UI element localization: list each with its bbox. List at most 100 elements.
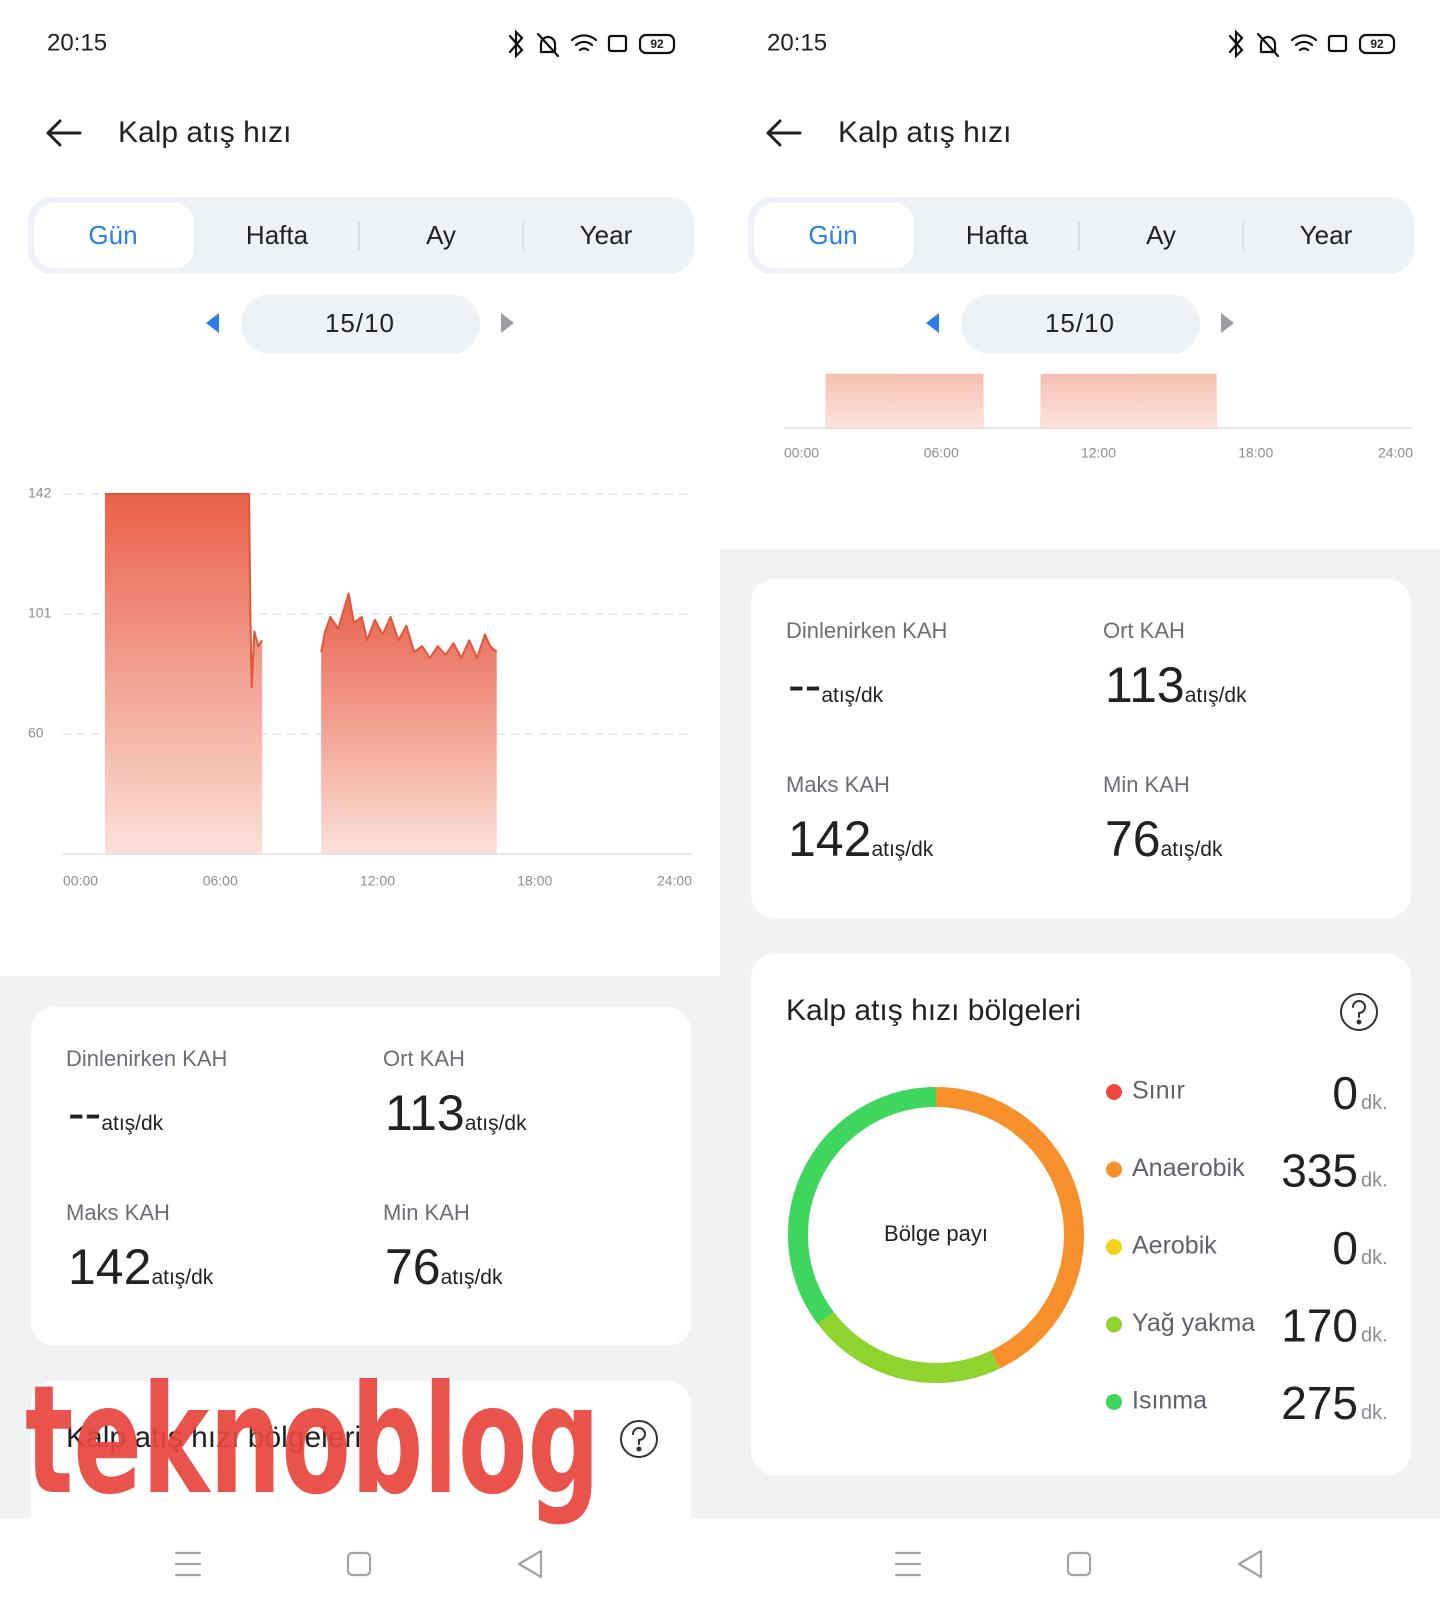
stat-value: 76atış/dk [1105, 811, 1223, 867]
tab[interactable]: Ay [426, 220, 456, 250]
help-circle [1340, 993, 1378, 1031]
date-pill [241, 294, 480, 354]
prev-date[interactable] [206, 313, 219, 333]
wifi-icon [1290, 34, 1318, 52]
stat-label: Maks KAH [66, 1200, 170, 1225]
status-time: 20:15 [767, 29, 827, 56]
nav-back[interactable] [1237, 1549, 1263, 1579]
tab-bar [28, 197, 694, 274]
tab[interactable]: Gün [808, 220, 857, 250]
tab-selected [754, 203, 914, 268]
stat-label: Ort KAH [1103, 618, 1185, 643]
zone-unit: dk. [1361, 1170, 1388, 1192]
stat-number: 76 [385, 1239, 441, 1295]
help-glyph [1352, 1000, 1366, 1018]
nav-menu[interactable] [894, 1551, 922, 1577]
x-tick-label: 12:00 [1081, 445, 1116, 461]
prev-date[interactable] [926, 313, 939, 333]
x-tick-label: 00:00 [784, 445, 819, 461]
mute-icon [536, 32, 560, 58]
zone-dot [1106, 1161, 1122, 1178]
top-panel [720, 0, 1440, 549]
stat-value: 142atış/dk [68, 1239, 214, 1295]
zones-title: Kalp atış hızı bölgeleri [66, 1421, 361, 1454]
tab[interactable]: Gün [88, 220, 137, 250]
sim-icon [1327, 34, 1348, 53]
zone-name: Aerobik [1132, 1232, 1217, 1260]
x-tick-label: 18:00 [517, 873, 552, 889]
stat-value: 142atış/dk [788, 811, 934, 867]
tab-selected [34, 203, 194, 268]
area-fill [104, 494, 263, 854]
zone-value: 335 [1281, 1145, 1358, 1197]
stat-value: --atış/dk [788, 657, 884, 713]
stat-number: 142 [68, 1239, 151, 1295]
zone-dot [1106, 1394, 1122, 1410]
stat-number: 142 [788, 811, 871, 867]
x-tick-label: 06:00 [924, 445, 959, 461]
stat-value: 76atış/dk [385, 1239, 503, 1295]
battery-level: 92 [1370, 37, 1384, 51]
nav-bar [0, 1518, 720, 1600]
range-bar [825, 373, 984, 429]
nav-home[interactable] [1066, 1551, 1092, 1577]
help-dot [1356, 1019, 1362, 1025]
tab[interactable]: Hafta [246, 220, 309, 250]
battery-outline [1358, 33, 1396, 55]
help-button[interactable] [1340, 993, 1378, 1031]
date-label: 15/10 [325, 308, 395, 338]
help-dot [636, 1446, 642, 1452]
donut-center-label: Bölge payı [884, 1221, 988, 1246]
zone-value: 170 [1281, 1300, 1358, 1352]
status-time: 20:15 [47, 29, 107, 56]
stats-card [31, 1007, 691, 1346]
next-date[interactable] [501, 313, 514, 333]
nav-back[interactable] [517, 1549, 543, 1579]
nav-home[interactable] [346, 1551, 372, 1577]
zone-name: Anaerobik [1132, 1154, 1245, 1182]
donut-segment [817, 1311, 1000, 1383]
zone-dot [1106, 1084, 1122, 1100]
stat-number: -- [68, 1085, 101, 1141]
zone-name: Isınma [1132, 1387, 1207, 1415]
back-button[interactable] [766, 119, 802, 147]
sim-icon [607, 34, 628, 53]
nav-menu[interactable] [174, 1551, 202, 1577]
tab[interactable]: Ay [1146, 220, 1176, 250]
nav-bar [720, 1518, 1440, 1600]
stat-number: -- [788, 657, 821, 713]
y-tick-label: 142 [28, 485, 52, 501]
help-circle [620, 1420, 658, 1458]
tab[interactable]: Hafta [966, 220, 1029, 250]
date-pill [961, 294, 1200, 354]
stat-unit: atış/dk [1161, 838, 1223, 861]
zone-unit: dk. [1361, 1247, 1388, 1269]
range-bar [1040, 373, 1217, 429]
page-title: Kalp atış hızı [838, 116, 1011, 149]
heart-rate-line [104, 493, 498, 689]
wifi-icon [570, 34, 598, 52]
zones-title: Kalp atış hızı bölgeleri [786, 994, 1081, 1027]
phone-screen: 20:15 92 Kalp atış hızı Gün Hafta Ay Year 15/10… [0, 0, 720, 1600]
back-button[interactable] [46, 119, 82, 147]
help-button[interactable] [620, 1420, 658, 1458]
tab[interactable]: Year [580, 220, 633, 250]
mute-icon [1256, 32, 1280, 58]
zone-unit: dk. [1361, 1092, 1388, 1114]
stat-unit: atış/dk [465, 1112, 527, 1135]
stat-unit: atış/dk [441, 1266, 503, 1289]
tab[interactable]: Year [1300, 220, 1353, 250]
stat-label: Ort KAH [383, 1046, 465, 1071]
bluetooth-icon [1228, 29, 1244, 59]
next-date[interactable] [1221, 313, 1234, 333]
battery-outline [638, 33, 676, 55]
watermark: teknoblog [25, 1354, 600, 1528]
y-tick-label: 101 [28, 605, 52, 621]
stat-number: 113 [385, 1085, 465, 1141]
page-title: Kalp atış hızı [118, 116, 291, 149]
donut-segment [788, 1087, 937, 1324]
area-fill [321, 593, 497, 854]
zone-name: Sınır [1132, 1077, 1185, 1105]
zone-dot [1106, 1239, 1122, 1255]
